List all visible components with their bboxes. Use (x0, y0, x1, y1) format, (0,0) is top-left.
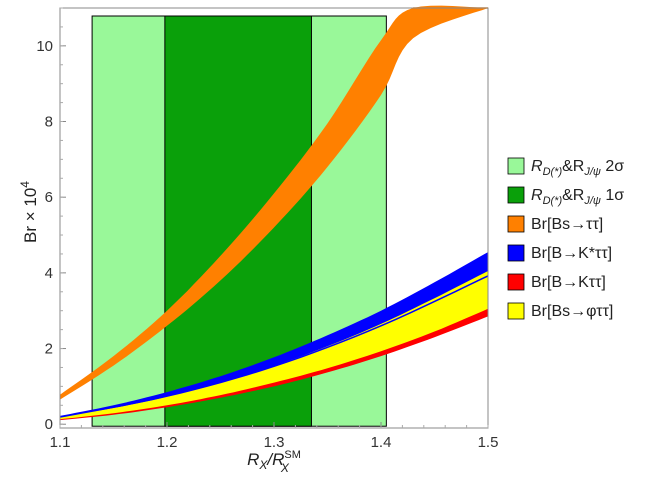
y-tick-label: 8 (45, 114, 53, 131)
x-tick-label: 1.5 (478, 434, 499, 451)
legend-item-bs-tautau: Br[Bs→ττ] (507, 215, 603, 233)
legend-label: Br[Bs→φττ] (531, 303, 613, 320)
x-tick-label: 1.1 (50, 434, 71, 451)
legend-label: RD(*)&RJ/ψ 1σ (531, 187, 624, 207)
y-tick-label: 0 (45, 416, 53, 433)
band-b-k-tautau (60, 276, 488, 421)
legend-item-1sigma: RD(*)&RJ/ψ 1σ (507, 186, 624, 207)
legend-item-2sigma: RD(*)&RJ/ψ 2σ (507, 157, 624, 178)
legend-swatch (507, 157, 525, 175)
band-bs-tautau (60, 5, 488, 400)
legend-item-b-kstar-tautau: Br[B→K*ττ] (507, 244, 612, 262)
y-tick-label: 10 (36, 38, 53, 55)
legend-label: RD(*)&RJ/ψ 2σ (531, 158, 624, 178)
legend-item-b-k-tautau: Br[B→Kττ] (507, 273, 606, 291)
y-tick-label: 6 (45, 189, 53, 206)
x-tick-label: 1.4 (371, 434, 392, 451)
legend: RD(*)&RJ/ψ 2σ RD(*)&RJ/ψ 1σ Br[Bs→ττ] Br[B→… (507, 157, 624, 320)
blue-central-line (59, 275, 489, 418)
legend-item-bs-phi-tautau: Br[Bs→φττ] (507, 302, 613, 320)
y-tick-label: 2 (45, 341, 53, 358)
x-tick-label: 1.2 (157, 434, 178, 451)
legend-swatch (507, 215, 525, 233)
regions-layer (91, 15, 387, 427)
legend-label: Br[B→K*ττ] (531, 245, 612, 262)
legend-swatch (507, 273, 525, 291)
y-tick-label: 4 (45, 265, 53, 282)
bands-layer (60, 5, 488, 421)
ticks-layer: 1.1 1.2 1.3 1.4 1.5 0 2 4 6 8 10 (36, 7, 499, 451)
legend-swatch (507, 244, 525, 262)
legend-swatch (507, 186, 525, 204)
y-axis-title: Br × 104 (18, 181, 40, 243)
legend-label: Br[B→Kττ] (531, 274, 606, 291)
legend-swatch (507, 302, 525, 320)
x-axis-title: RX/RSM X (247, 449, 301, 475)
x-tick-label: 1.3 (264, 434, 285, 451)
legend-label: Br[Bs→ττ] (531, 216, 603, 233)
